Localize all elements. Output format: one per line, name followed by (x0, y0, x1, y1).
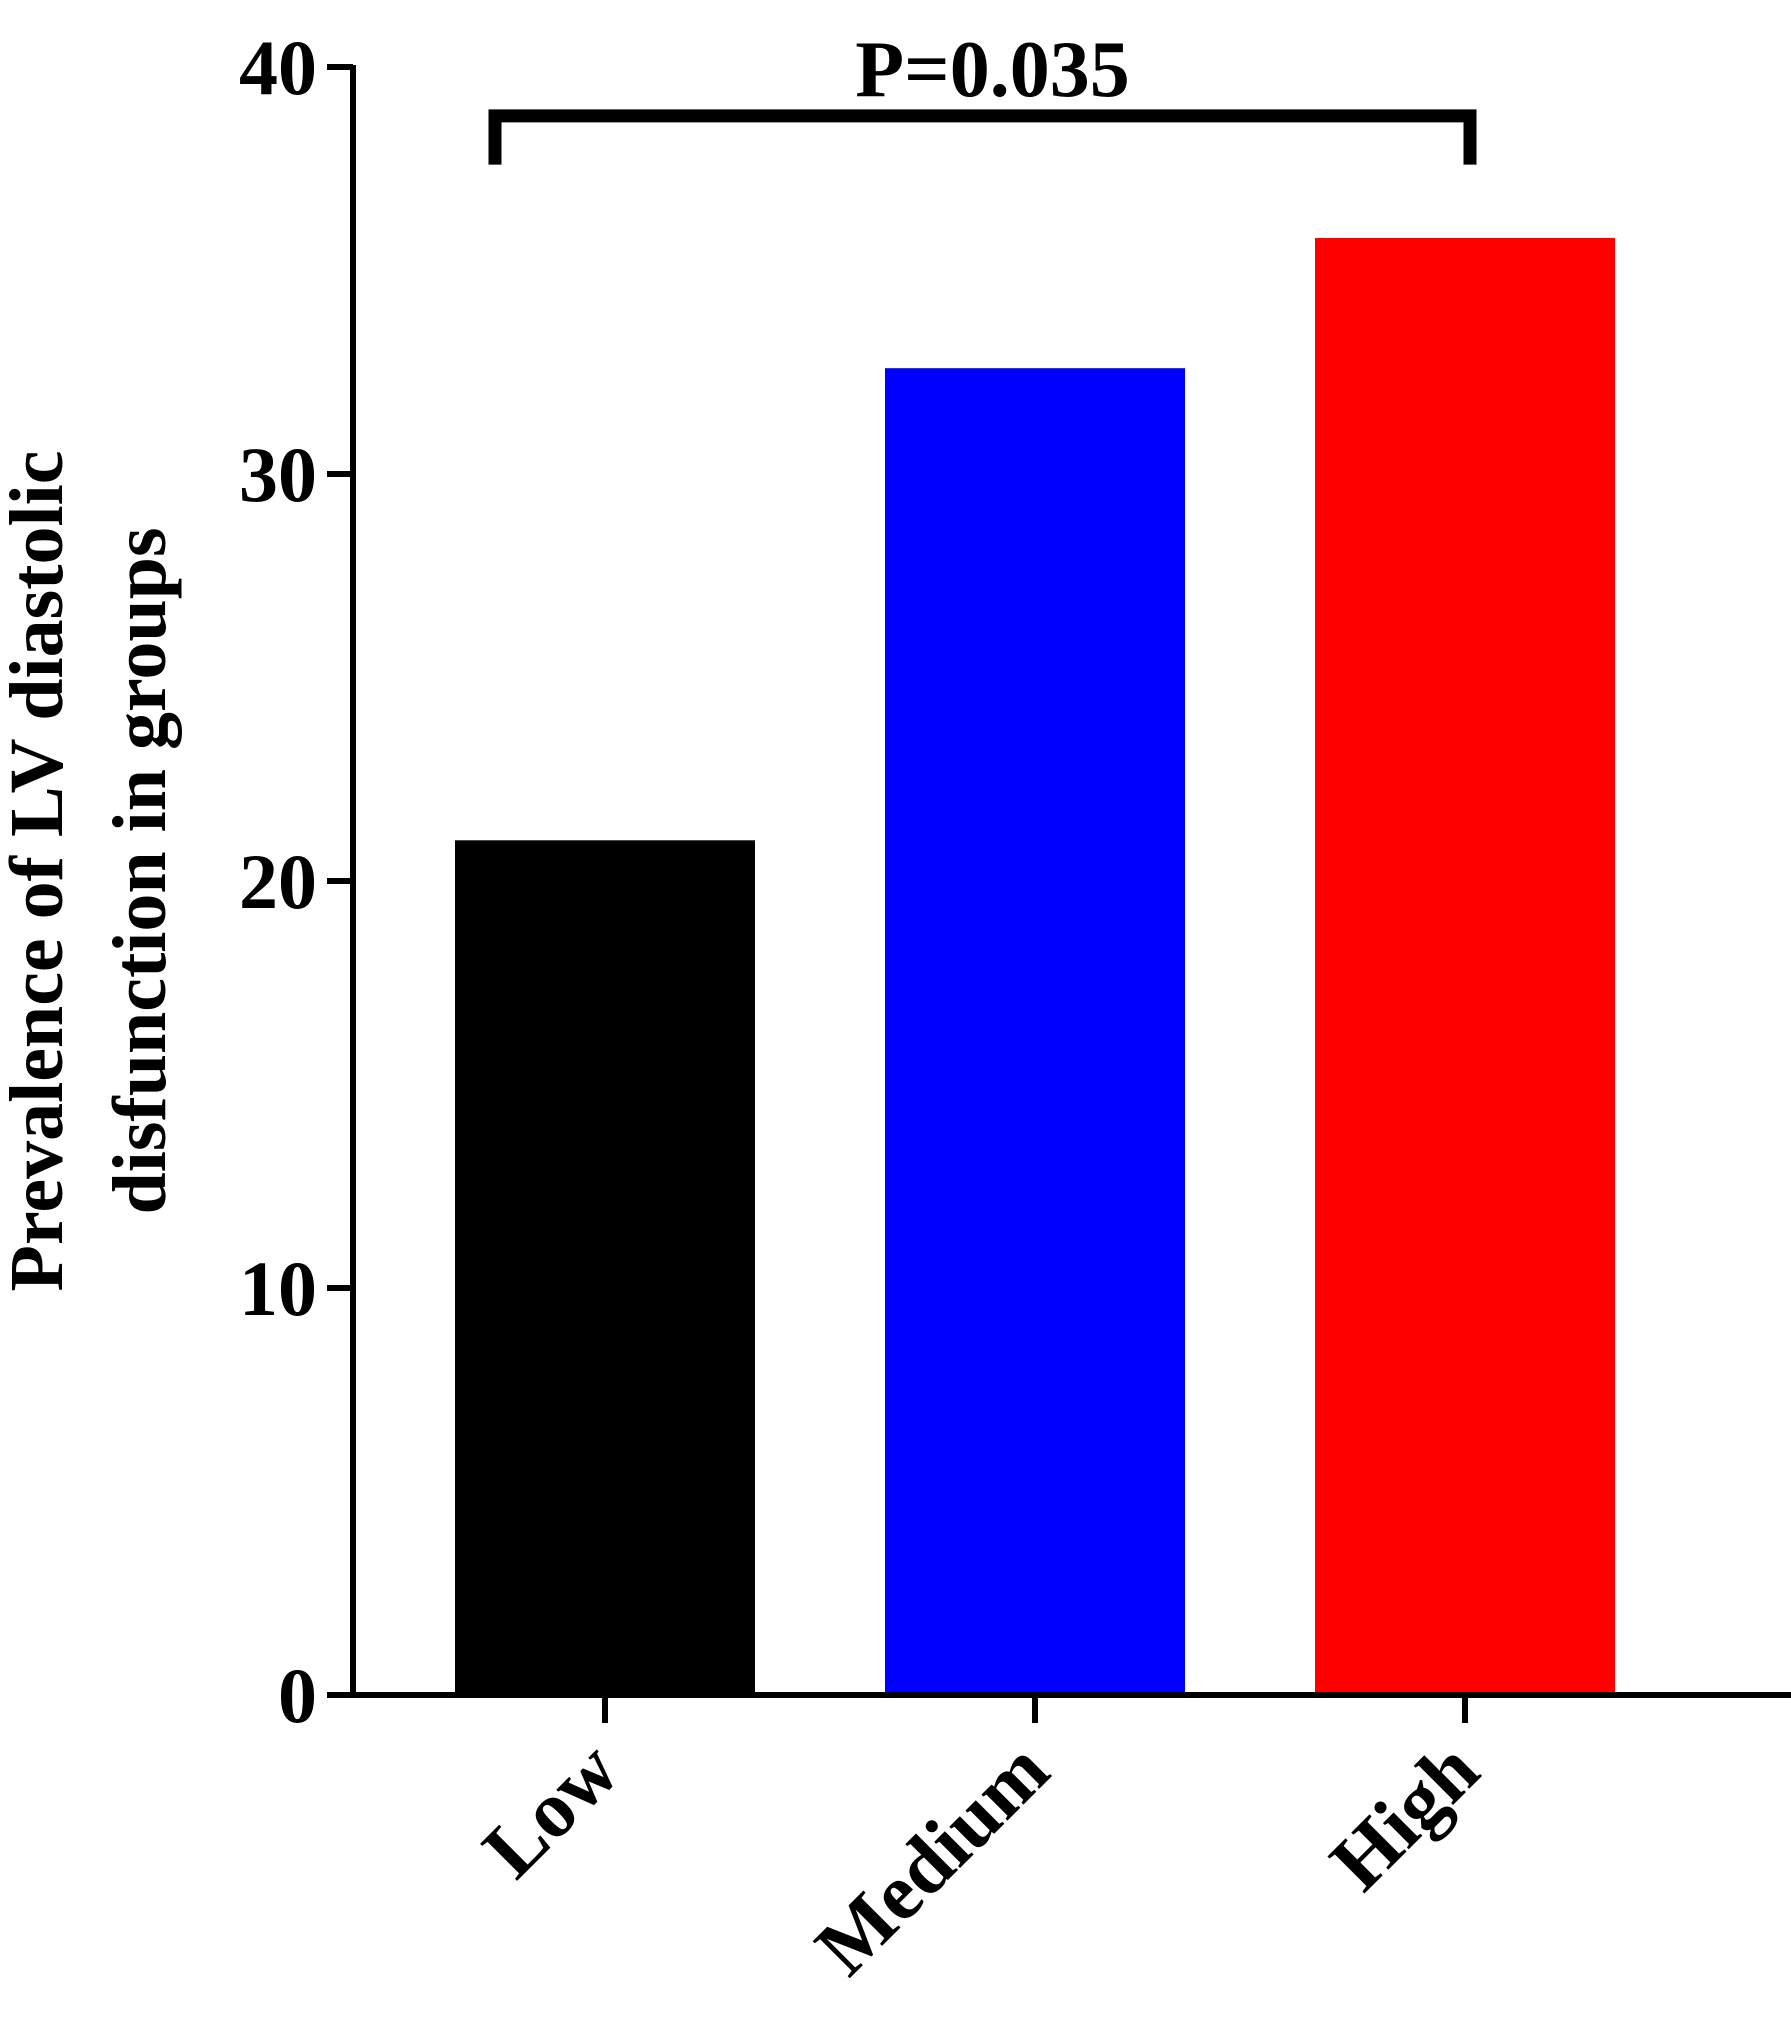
y-tick-label: 40 (239, 24, 317, 111)
x-tick-label: Low (467, 1725, 636, 1894)
bar-low (455, 840, 755, 1695)
y-tick-label: 20 (239, 838, 317, 925)
y-tick-label: 0 (278, 1652, 317, 1739)
significance-bracket (488, 109, 1477, 165)
bar-medium (885, 368, 1185, 1696)
y-tick-label: 30 (239, 431, 317, 518)
x-tick-label: High (1314, 1726, 1496, 1908)
p-value-annotation: P=0.035 (855, 26, 1129, 114)
x-tick-label: Medium (799, 1726, 1065, 1992)
bar-high (1315, 237, 1615, 1696)
bars-layer (455, 237, 1615, 1696)
y-tick-label: 10 (239, 1245, 317, 1332)
y-axis-title: Prevalence of LV diastolic disfunction i… (0, 451, 182, 1292)
y-axis-title-line-1: Prevalence of LV diastolic (0, 451, 79, 1292)
annotation-layer: P=0.035 (488, 26, 1477, 165)
y-axis-title-line-2: disfunction in groups (98, 527, 182, 1214)
